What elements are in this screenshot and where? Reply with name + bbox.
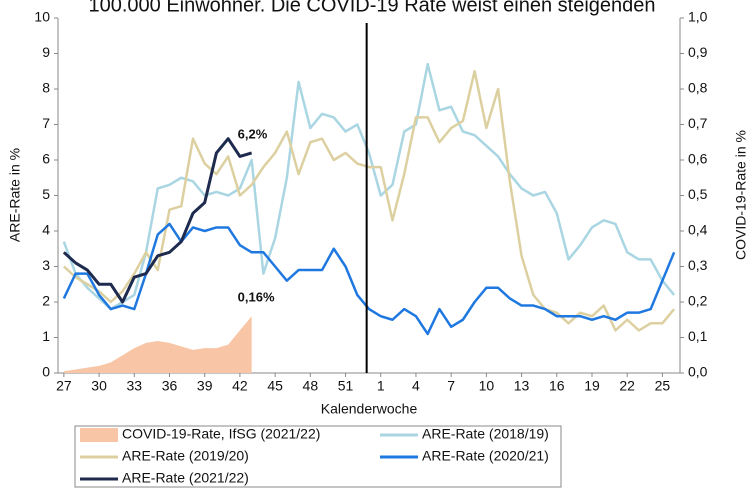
y2-tick-label: 1,0 [688, 9, 708, 25]
line [62, 222, 676, 336]
line [62, 62, 676, 311]
x-tick-label: 10 [479, 378, 495, 394]
y-tick-label: 10 [34, 9, 50, 25]
y2-tick-label: 0,9 [688, 44, 708, 60]
data-label: 0,16% [238, 290, 275, 305]
y2-tick-label: 0,7 [688, 115, 708, 131]
x-tick-label: 27 [56, 378, 72, 394]
legend-label: ARE-Rate (2021/22) [122, 470, 249, 486]
y-tick-label: 6 [42, 151, 50, 167]
y2-tick-label: 0,4 [688, 222, 708, 238]
y-tick-label: 3 [42, 257, 50, 273]
x-tick-label: 33 [126, 378, 142, 394]
y-axis-label: ARE-Rate in % [7, 148, 23, 242]
y2-tick-label: 0,2 [688, 293, 708, 309]
y2-tick-label: 0,8 [688, 80, 708, 96]
y-tick-label: 9 [42, 44, 50, 60]
y2-tick-label: 0,3 [688, 257, 708, 273]
y-tick-label: 8 [42, 80, 50, 96]
x-tick-label: 42 [232, 378, 248, 394]
x-tick-label: 7 [447, 378, 455, 394]
legend-label: ARE-Rate (2019/20) [122, 448, 249, 464]
area [63, 316, 252, 373]
legend-swatch [80, 428, 118, 442]
y2-tick-label: 0,0 [688, 364, 708, 380]
legend-label: COVID-19-Rate, IfSG (2021/22) [122, 426, 320, 442]
line [63, 70, 676, 332]
y2-tick-label: 0,1 [688, 328, 708, 344]
x-tick-label: 36 [162, 378, 178, 394]
y2-tick-label: 0,6 [688, 151, 708, 167]
legend-box [74, 425, 562, 488]
y-tick-label: 7 [42, 115, 50, 131]
y-tick-label: 2 [42, 293, 50, 309]
x-tick-label: 48 [303, 378, 319, 394]
y-tick-label: 5 [42, 186, 50, 202]
x-tick-label: 45 [267, 378, 283, 394]
x-tick-label: 39 [197, 378, 213, 394]
y-tick-label: 0 [42, 364, 50, 380]
x-tick-label: 22 [619, 378, 635, 394]
legend-label: ARE-Rate (2018/19) [422, 426, 549, 442]
y2-tick-label: 0,5 [688, 186, 708, 202]
data-label: 6,2% [238, 126, 268, 141]
y2-axis-label: COVID-19-Rate in % [733, 130, 749, 260]
y-tick-label: 1 [42, 328, 50, 344]
line [62, 137, 253, 304]
x-tick-label: 16 [549, 378, 565, 394]
legend-label: ARE-Rate (2020/21) [422, 448, 549, 464]
x-axis-label: Kalenderwoche [321, 401, 418, 417]
x-tick-label: 4 [412, 378, 420, 394]
x-tick-label: 13 [514, 378, 530, 394]
x-tick-label: 51 [338, 378, 354, 394]
x-tick-label: 1 [377, 378, 385, 394]
x-tick-label: 25 [655, 378, 671, 394]
x-tick-label: 19 [584, 378, 600, 394]
chart-title: 100.000 Einwohner. Die COVID-19 Rate wei… [88, 0, 655, 16]
x-tick-label: 30 [91, 378, 107, 394]
y-tick-label: 4 [42, 222, 50, 238]
